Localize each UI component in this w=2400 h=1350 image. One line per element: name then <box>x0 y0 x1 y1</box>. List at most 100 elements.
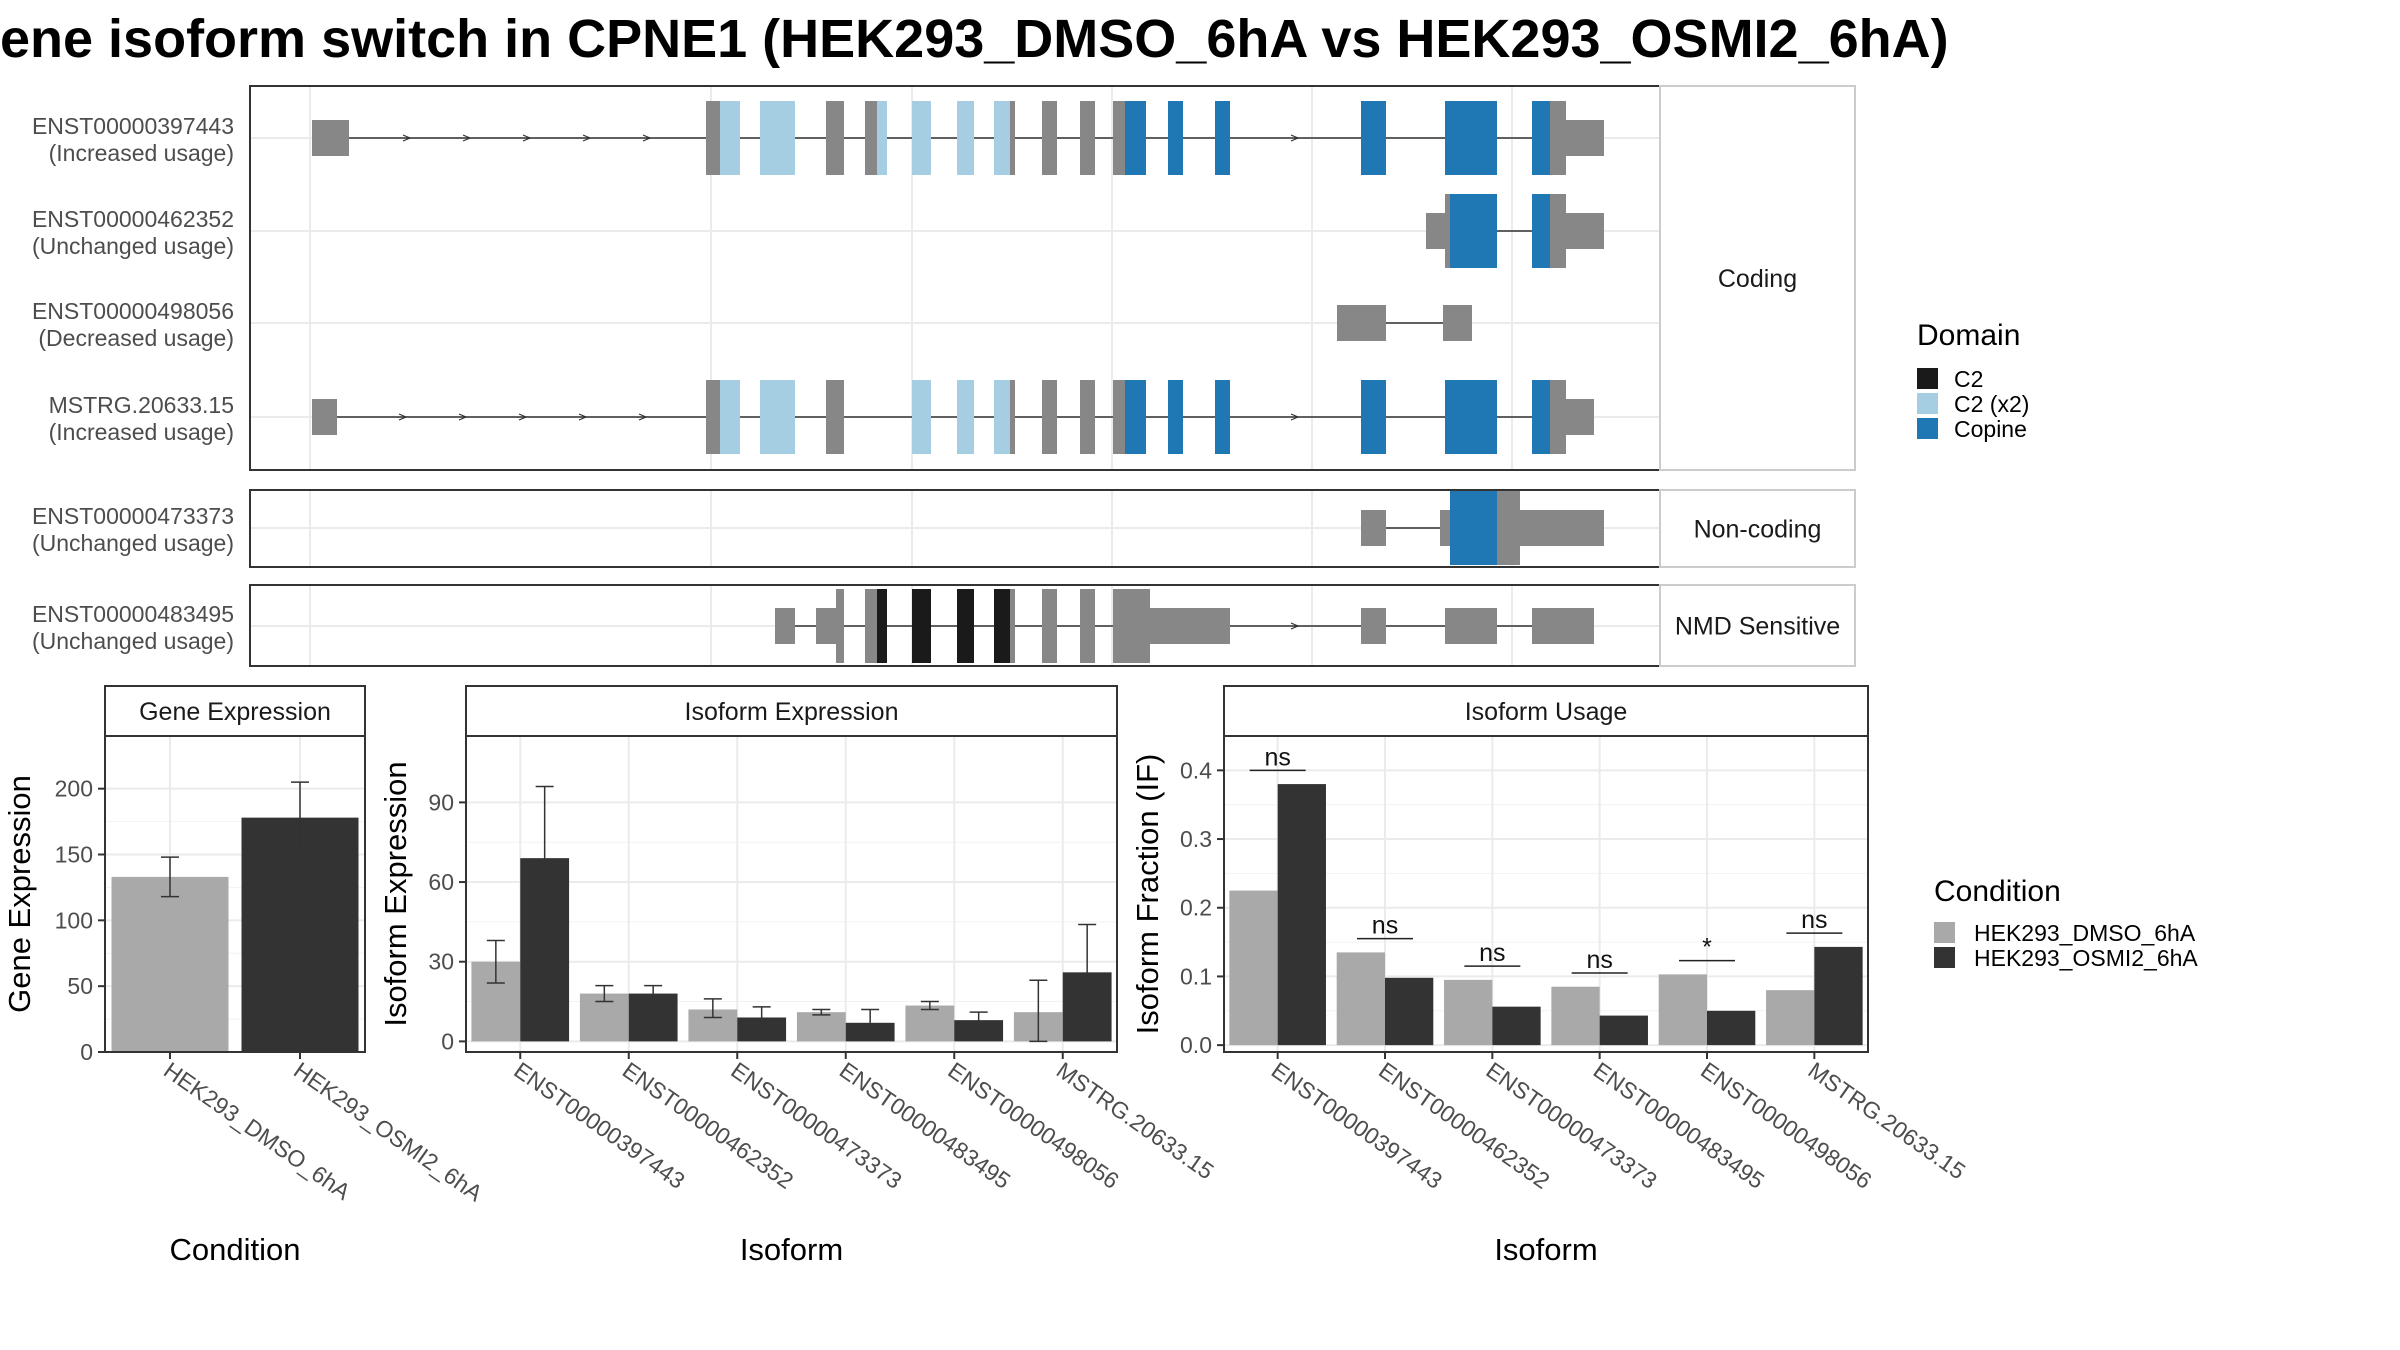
domain-legend-key <box>1917 368 1938 389</box>
exon <box>706 101 720 175</box>
intron-direction-arrow <box>642 134 652 142</box>
y-axis-title: Gene Expression <box>2 775 37 1013</box>
transcript-id-label: ENST00000483495 <box>32 601 234 627</box>
significance-label: ns <box>1264 743 1290 771</box>
domain-legend-label: Copine <box>1954 416 2027 442</box>
exon <box>1532 101 1550 175</box>
exon <box>1520 510 1604 546</box>
exon <box>1450 491 1497 565</box>
bar <box>111 876 229 1052</box>
chart-title-container: Gene isoform switch in CPNE1 (HEK293_DMS… <box>0 8 2400 78</box>
exon <box>312 399 337 435</box>
transcript-usage-label: (Unchanged usage) <box>32 628 234 654</box>
exon <box>1532 194 1550 268</box>
exon <box>912 589 931 663</box>
exon <box>1566 399 1594 435</box>
x-tick-label: ENST00000483495 <box>1589 1057 1769 1194</box>
exon <box>1566 120 1604 156</box>
exon <box>1445 101 1497 175</box>
panel-strip-title: Isoform Usage <box>1465 698 1628 726</box>
y-tick-label: 60 <box>428 869 454 895</box>
facet-strip-label: NMD Sensitive <box>1675 613 1840 641</box>
exon <box>1042 380 1057 454</box>
exon <box>836 589 844 663</box>
exon <box>1113 589 1150 663</box>
domain-legend-label: C2 (x2) <box>1954 391 2029 417</box>
intron-direction-arrow <box>518 413 528 421</box>
exon <box>865 589 877 663</box>
x-tick-label: ENST00000462352 <box>1374 1057 1554 1194</box>
exon <box>312 120 349 156</box>
exon <box>1445 380 1497 454</box>
exon <box>1168 101 1183 175</box>
x-axis-title: Isoform <box>740 1232 843 1267</box>
intron-direction-arrow <box>638 413 648 421</box>
exon <box>816 608 836 644</box>
transcript-usage-label: (Unchanged usage) <box>32 233 234 259</box>
exon <box>1361 380 1386 454</box>
exon <box>1010 101 1015 175</box>
exon <box>1497 491 1520 565</box>
significance-label: ns <box>1586 946 1612 974</box>
exon <box>1080 589 1095 663</box>
exon <box>1566 213 1604 249</box>
bar <box>737 1017 787 1042</box>
bar <box>1814 946 1863 1046</box>
facet-strip <box>1659 489 1856 568</box>
y-tick-label: 30 <box>428 949 454 975</box>
domain-legend-key <box>1917 418 1938 439</box>
bar <box>905 1005 955 1042</box>
x-tick-label: ENST00000397443 <box>1267 1057 1447 1194</box>
intron-direction-arrow <box>1290 413 1300 421</box>
exon <box>1113 101 1125 175</box>
exon <box>720 380 740 454</box>
domain-legend-key <box>1917 393 1938 414</box>
condition-legend-key <box>1934 922 1955 943</box>
exon <box>957 380 974 454</box>
isoform-expression-panel: Isoform Expression0306090ENST00000397443… <box>378 685 1219 1267</box>
exon <box>1450 194 1497 268</box>
transcript-id-label: ENST00000498056 <box>32 298 234 324</box>
exon <box>1337 305 1386 341</box>
bar <box>1385 977 1434 1046</box>
y-tick-label: 0.4 <box>1180 757 1212 783</box>
exon <box>1361 608 1386 644</box>
exon <box>1532 380 1550 454</box>
condition-legend-key <box>1934 947 1955 968</box>
chart-title: Gene isoform switch in CPNE1 (HEK293_DMS… <box>0 9 1949 69</box>
y-tick-label: 50 <box>67 973 93 999</box>
exon <box>1445 194 1450 268</box>
condition-legend-title: Condition <box>1934 875 2061 908</box>
intron-direction-arrow <box>522 134 532 142</box>
exon <box>957 101 974 175</box>
transcript-id-label: MSTRG.20633.15 <box>49 392 234 418</box>
panel-strip-title: Isoform Expression <box>685 698 899 726</box>
exon <box>706 380 720 454</box>
significance-label: ns <box>1372 912 1398 940</box>
bar <box>1277 784 1326 1046</box>
bar <box>1766 990 1815 1046</box>
intron-direction-arrow <box>402 134 412 142</box>
exon <box>1042 101 1057 175</box>
domain-legend-title: Domain <box>1917 319 2020 352</box>
intron-direction-arrow <box>458 413 468 421</box>
exon <box>957 589 974 663</box>
transcript-usage-label: (Increased usage) <box>49 419 234 445</box>
domain-legend-label: C2 <box>1954 366 1983 392</box>
facet-strip-label: Coding <box>1718 265 1797 293</box>
exon <box>826 101 844 175</box>
exon <box>1445 608 1497 644</box>
y-tick-label: 0.2 <box>1180 895 1212 921</box>
condition-legend-label: HEK293_DMSO_6hA <box>1974 920 2196 946</box>
transcript-usage-label: (Decreased usage) <box>38 325 234 351</box>
transcript-id-label: ENST00000473373 <box>32 503 234 529</box>
significance-label: ns <box>1801 906 1827 934</box>
bar <box>1551 986 1600 1046</box>
intron-direction-arrow <box>462 134 472 142</box>
exon <box>1361 510 1386 546</box>
exon <box>877 589 887 663</box>
exon <box>1125 101 1146 175</box>
facet-strip-label: Non-coding <box>1694 516 1822 544</box>
